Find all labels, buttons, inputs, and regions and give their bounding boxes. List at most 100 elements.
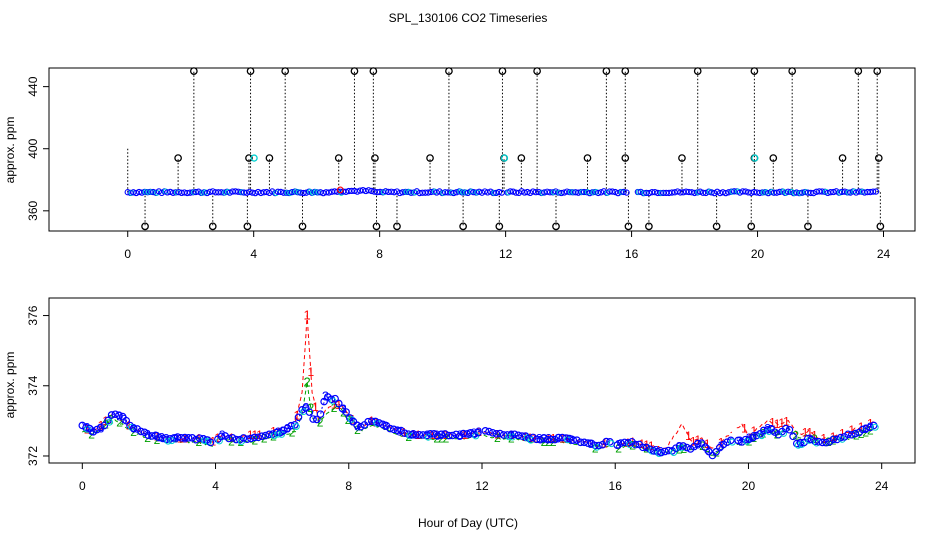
series-3-label-marker: 3: [466, 427, 473, 441]
series-3-point: [236, 435, 244, 444]
series-3-point: [514, 431, 523, 440]
series-3-point: [137, 427, 145, 436]
series-1-label-marker: 1: [461, 428, 468, 442]
series-3-point: [452, 430, 460, 439]
series-3-point: [265, 430, 273, 439]
series-3-point: [364, 417, 372, 426]
series-1-peak-label: 1: [304, 308, 311, 323]
series-2-label-marker: 2: [354, 423, 361, 437]
top-low-spike-point: [243, 222, 252, 231]
series-3-point: [485, 427, 493, 436]
series-3-point: [426, 429, 435, 438]
series-3-point: [437, 430, 446, 439]
top-baseline-point: [609, 188, 616, 195]
top-baseline-point: [184, 189, 191, 197]
series-1-label-marker: 1: [778, 416, 785, 430]
top-baseline-point: [818, 188, 826, 195]
series-3-point: [591, 441, 600, 450]
top-mid-spike-point: [583, 154, 592, 162]
series-3-label-marker: 3: [340, 402, 347, 416]
top-baseline-point: [750, 188, 758, 196]
series-3-point: [481, 427, 490, 435]
series-2-label-marker: 2: [853, 429, 860, 443]
series-3-label-marker: 3: [736, 434, 743, 448]
series-1-label-marker: 1: [830, 430, 837, 444]
top-baseline-point: [512, 189, 520, 196]
series-2-label-marker: 2: [746, 434, 753, 448]
series-3-point: [312, 415, 321, 424]
series-3-point: [334, 399, 343, 408]
top-baseline-point: [209, 188, 216, 195]
top-baseline-point: [532, 188, 539, 196]
top-baseline-point: [807, 189, 814, 197]
series-3-point: [818, 438, 827, 447]
series-3-point: [254, 433, 262, 442]
top-baseline-point: [855, 188, 863, 195]
filtered-point: [670, 449, 678, 457]
series-3-label-marker: 3: [284, 422, 291, 436]
series-3-point: [239, 434, 248, 442]
series-3-point: [111, 410, 120, 419]
top-y-tick-label: 360: [26, 200, 40, 220]
filtered-point: [743, 437, 751, 445]
series-1-label-marker: 1: [802, 426, 809, 440]
series-3-point: [811, 437, 819, 446]
series-3-point: [393, 426, 402, 434]
top-axes: 0 4 8 12 16 20 24 360 400 440: [26, 76, 891, 261]
series-3-point: [430, 429, 438, 438]
series-3-point: [258, 432, 266, 441]
series-1-label-marker: 1: [531, 431, 538, 445]
series-3-point: [294, 413, 303, 422]
top-mid-spike-point: [334, 154, 343, 162]
series-2-label-marker: 2: [433, 431, 440, 445]
series-3-label-marker: 3: [172, 431, 179, 445]
series-3-point: [785, 425, 794, 434]
series-3-point: [173, 433, 182, 441]
top-baseline-point: [773, 189, 780, 196]
series-3-point: [847, 430, 856, 439]
top-baseline-point: [725, 189, 732, 196]
series-3-point: [807, 435, 816, 444]
series-3-point: [371, 417, 380, 426]
series-3-point: [166, 435, 175, 443]
top-mid-spike-point: [265, 154, 274, 162]
series-2-peak-label: 2: [304, 374, 311, 389]
top-high-spike-point: [788, 67, 797, 75]
top-plot-frame: [48, 67, 916, 232]
series-3-point: [356, 422, 365, 431]
bottom-x-tick-label: 24: [875, 479, 889, 493]
top-low-spike-point: [298, 222, 307, 231]
series-3-point: [386, 424, 394, 433]
series-3-label-marker: 3: [84, 421, 91, 435]
series-3-point: [866, 423, 874, 432]
series-2-label-marker: 2: [443, 431, 450, 445]
series-3-line: [82, 395, 874, 457]
series-3-point: [862, 424, 871, 433]
series-3-point: [192, 435, 200, 444]
series-3-point: [389, 425, 398, 434]
top-low-spike-point: [712, 222, 721, 231]
series-2-label-marker: 2: [196, 435, 203, 449]
series-3-point: [459, 429, 468, 438]
top-baseline-point: [872, 188, 880, 195]
bottom-y-tick-label: 374: [26, 375, 40, 395]
series-1-label-marker: 1: [839, 427, 846, 441]
top-baseline-point: [425, 189, 432, 196]
series-3-point: [466, 429, 475, 437]
series-3-point: [701, 443, 709, 451]
top-baseline-point: [450, 189, 457, 197]
series-3-point: [510, 430, 519, 439]
series-1-label-marker: 1: [102, 414, 109, 428]
series-1-label-marker: 1: [820, 431, 827, 445]
series-3-point: [679, 442, 687, 450]
series-3-point: [415, 431, 424, 439]
series-3-label-marker: 3: [653, 444, 660, 458]
top-baseline-point: [685, 188, 693, 196]
filtered-point: [292, 423, 300, 431]
top-high-spike-point: [621, 67, 630, 75]
top-baseline-point: [697, 188, 704, 195]
top-high-spike-point: [602, 67, 611, 75]
series-3-label-marker: 3: [564, 432, 571, 446]
bottom-x-tick-label: 8: [345, 479, 352, 493]
